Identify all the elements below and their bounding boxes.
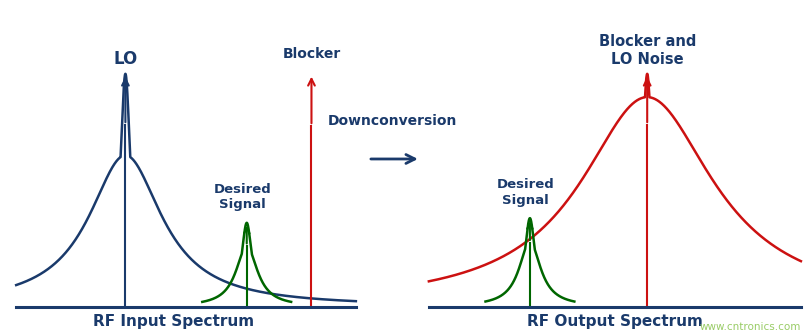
Text: Blocker: Blocker bbox=[282, 47, 341, 61]
Text: RF Output Spectrum: RF Output Spectrum bbox=[527, 314, 703, 329]
Text: Desired
Signal: Desired Signal bbox=[497, 178, 555, 207]
Text: www.cntronics.com: www.cntronics.com bbox=[700, 322, 801, 332]
Text: Desired
Signal: Desired Signal bbox=[214, 183, 272, 211]
Text: Blocker and
LO Noise: Blocker and LO Noise bbox=[599, 34, 696, 67]
Text: LO: LO bbox=[113, 50, 138, 68]
Text: Downconversion: Downconversion bbox=[328, 114, 457, 128]
Text: RF Input Spectrum: RF Input Spectrum bbox=[93, 314, 255, 329]
